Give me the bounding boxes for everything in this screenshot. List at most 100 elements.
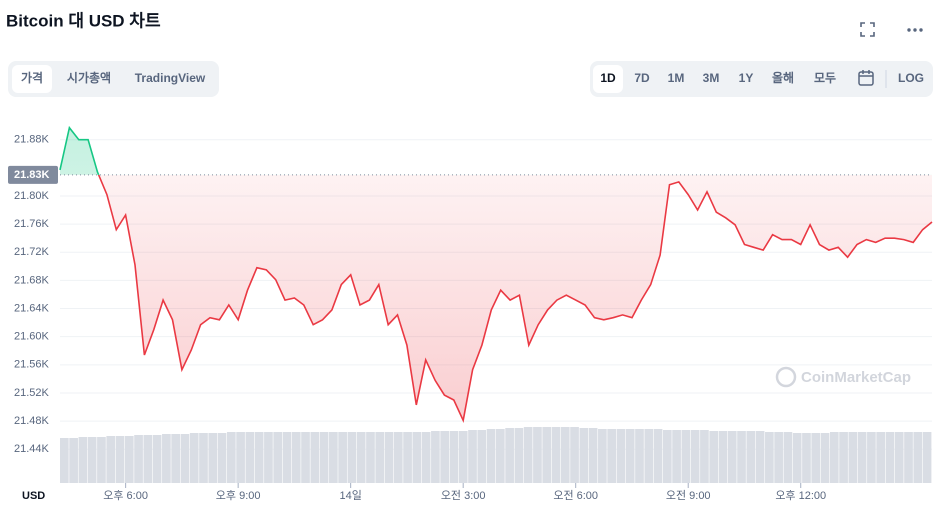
volume-bar xyxy=(820,433,830,483)
volume-bar xyxy=(774,432,783,483)
volume-bar xyxy=(403,432,412,483)
watermark xyxy=(775,366,797,388)
range-button[interactable]: 모두 xyxy=(814,71,836,85)
range-button[interactable]: 1Y xyxy=(739,71,754,85)
volume-bar xyxy=(468,430,477,483)
volume-bar xyxy=(746,431,756,483)
volume-bar xyxy=(737,431,746,483)
volume-bar xyxy=(560,427,570,483)
tab[interactable]: 시가총액 xyxy=(67,70,111,85)
volume-bar xyxy=(338,432,347,483)
volume-bar xyxy=(523,427,533,483)
volume-bar xyxy=(236,432,245,483)
volume-bar xyxy=(78,437,88,483)
volume-bar xyxy=(644,429,654,483)
watermark-text: CoinMarketCap xyxy=(801,369,911,386)
volume-bar xyxy=(635,429,644,483)
volume-bar xyxy=(421,432,431,483)
volume-bar xyxy=(384,432,394,483)
tab-group xyxy=(8,61,219,97)
fullscreen-icon[interactable] xyxy=(860,22,875,37)
volume-bar xyxy=(319,432,329,483)
axis-label: USD xyxy=(22,490,45,502)
volume-bar xyxy=(700,430,709,483)
y-tick-label: 21.56K xyxy=(14,359,50,371)
range-button[interactable]: 1M xyxy=(668,71,685,85)
range-button[interactable]: 1D xyxy=(600,71,616,85)
volume-bar xyxy=(458,431,468,483)
tab[interactable]: TradingView xyxy=(135,71,206,85)
volume-bar xyxy=(60,438,69,483)
volume-bar xyxy=(839,432,848,483)
range-button[interactable]: 3M xyxy=(703,71,720,85)
volume-bar xyxy=(653,429,663,483)
range-group xyxy=(590,61,933,97)
volume-bar xyxy=(199,433,208,483)
volume-bar xyxy=(124,436,134,483)
y-tick-label: 21.52K xyxy=(14,387,50,399)
volume-bar xyxy=(440,431,450,483)
x-tick-label: 오후 9:00 xyxy=(216,489,261,502)
area-down xyxy=(98,174,932,421)
volume-bar xyxy=(115,436,125,483)
volume-bar xyxy=(254,432,264,483)
volume-bar xyxy=(848,432,858,483)
y-tick-label: 21.48K xyxy=(14,415,50,427)
volume-bar xyxy=(607,429,616,483)
volume-bar xyxy=(792,433,802,483)
tab-selected-bg xyxy=(12,65,52,93)
volume-bar xyxy=(570,427,579,483)
volume-bar xyxy=(579,428,589,483)
volume-bar xyxy=(542,427,552,483)
volume-bar xyxy=(189,433,199,483)
volume-bar xyxy=(208,433,218,483)
volume-bar xyxy=(106,436,116,483)
volume-bar xyxy=(551,427,561,483)
calendar-icon[interactable] xyxy=(858,70,874,86)
x-tick-label: 오후 6:00 xyxy=(103,489,148,502)
volume-bar xyxy=(802,433,811,483)
volume-bar xyxy=(922,432,932,483)
more-icon[interactable] xyxy=(907,28,923,32)
range-button[interactable]: 올해 xyxy=(772,71,794,85)
volume-bar xyxy=(291,432,301,483)
volume-bar xyxy=(97,437,106,483)
volume-bar xyxy=(264,432,273,483)
x-tick-label: 오전 6:00 xyxy=(553,489,598,502)
volume-bar xyxy=(375,432,385,483)
tab[interactable]: 가격 xyxy=(21,70,43,85)
volume-bar xyxy=(412,432,422,483)
range-button[interactable]: 7D xyxy=(634,71,650,85)
volume-bar xyxy=(876,432,886,483)
reference-label-bg xyxy=(8,165,58,184)
volume-bar xyxy=(709,431,719,483)
volume-bar xyxy=(310,432,320,483)
volume-bar xyxy=(301,432,310,483)
y-tick-label: 21.68K xyxy=(14,274,50,286)
volume-bar xyxy=(366,432,375,483)
volume-bar xyxy=(514,428,524,483)
volume-bar xyxy=(588,428,598,483)
y-tick-label: 21.72K xyxy=(14,246,50,258)
volume-bar xyxy=(171,434,180,483)
volume-bar xyxy=(867,432,876,483)
volume-bar xyxy=(226,432,236,483)
volume-bar xyxy=(180,434,190,483)
log-button[interactable]: LOG xyxy=(898,71,924,85)
volume-bar xyxy=(449,431,459,483)
volume-bar xyxy=(690,430,700,483)
y-tick-label: 21.76K xyxy=(14,218,50,230)
y-tick-label: 21.44K xyxy=(14,443,50,455)
volume-bar xyxy=(885,432,895,483)
y-tick-label: 21.64K xyxy=(14,302,50,314)
volume-bar xyxy=(143,435,153,483)
volume-bar xyxy=(496,429,505,483)
x-tick-label: 오후 12:00 xyxy=(775,489,826,502)
volume-bar xyxy=(662,430,672,483)
volume-bar xyxy=(727,431,737,483)
volume-bar xyxy=(533,427,542,483)
y-tick-label: 21.88K xyxy=(14,134,50,146)
volume-bar xyxy=(431,431,440,483)
volume-bar xyxy=(282,432,292,483)
